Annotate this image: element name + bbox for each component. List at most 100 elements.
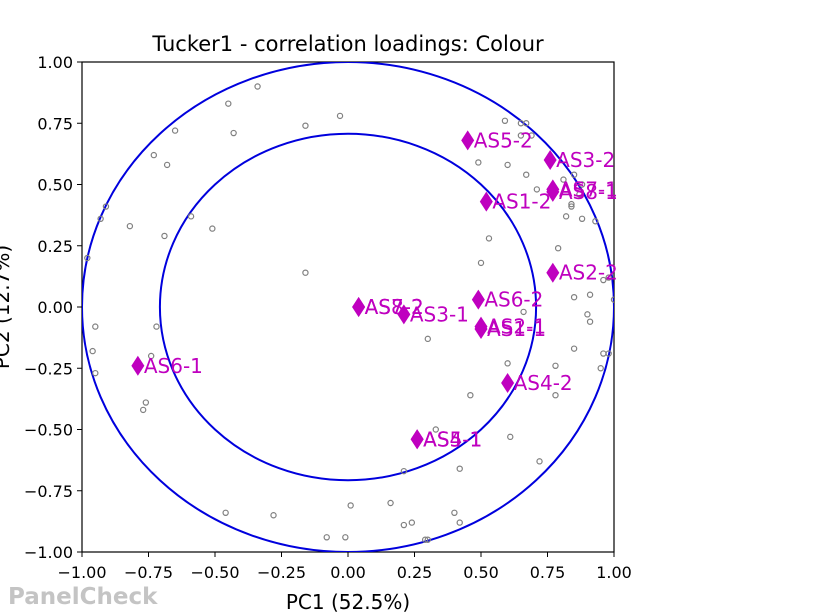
loading-point: [153, 323, 160, 330]
loading-point: [270, 512, 277, 519]
attribute-label: AS8-1: [559, 180, 618, 204]
loading-point: [347, 502, 354, 509]
attribute-marker: [131, 355, 145, 376]
loading-point: [408, 519, 416, 526]
attribute-label: AS6-1: [144, 354, 203, 378]
x-tick-label: −0.25: [257, 563, 306, 582]
plot-area: −1.00 −0.75 −0.50 −0.25 0.00 0.25 0.50 0.75 1.00…: [24, 53, 632, 582]
y-tick-label: 1.00: [37, 53, 73, 72]
loading-point: [605, 350, 612, 357]
loading-point: [504, 360, 511, 367]
loading-point: [517, 132, 525, 139]
y-tick-label: −0.25: [24, 359, 73, 378]
attribute-marker: [546, 181, 560, 202]
x-tick-label: 0.25: [397, 563, 433, 582]
loading-point: [467, 392, 474, 399]
y-tick-label: 0.75: [37, 114, 73, 133]
loading-point: [552, 392, 559, 399]
attribute-marker: [546, 262, 560, 283]
loading-point: [336, 112, 344, 120]
attribute-marker: [501, 372, 515, 393]
loading-point: [520, 308, 527, 316]
loading-point: [323, 534, 330, 541]
loading-point: [161, 232, 168, 240]
loading-point: [570, 345, 578, 352]
loading-point: [97, 215, 104, 222]
loading-point: [456, 519, 463, 526]
loading-point: [523, 171, 530, 178]
attribute-marker: [352, 297, 366, 317]
x-tick-label: −0.50: [190, 563, 239, 582]
attribute-label: AS4-2: [514, 371, 573, 395]
loading-point: [400, 467, 408, 475]
attribute-label: AS1-2: [492, 190, 551, 214]
attribute-label: AS8-2: [365, 295, 424, 319]
loading-point: [501, 117, 509, 125]
loading-point: [560, 176, 567, 183]
loading-point: [424, 536, 431, 543]
loading-point: [597, 365, 604, 372]
attribute-marker: [397, 304, 411, 325]
attribute-label: AS5-1: [423, 427, 482, 451]
attribute-label: AS7-2: [365, 295, 424, 319]
attribute-label: AS1-1: [487, 317, 546, 341]
loading-point: [424, 335, 431, 343]
loading-point: [504, 161, 511, 169]
loading-point: [578, 181, 586, 188]
loading-point: [400, 521, 408, 529]
loading-point: [222, 509, 229, 516]
loading-point: [568, 203, 575, 210]
loading-point: [126, 222, 134, 230]
loading-point: [139, 406, 147, 414]
attribute-label: AS6-2: [484, 288, 543, 312]
loading-point: [209, 225, 216, 232]
attribute-marker: [474, 319, 488, 340]
loading-point: [150, 151, 158, 159]
loading-point: [92, 369, 99, 377]
loading-point: [456, 465, 463, 472]
loading-point: [147, 352, 155, 360]
loading-point: [578, 215, 586, 222]
attribute-marker: [461, 130, 475, 151]
x-tick-label: 0.50: [463, 563, 499, 582]
attribute-marker: [410, 429, 424, 450]
inner-correlation-circle: [158, 132, 538, 482]
loading-point: [528, 132, 535, 139]
x-axis-label: PC1 (52.5%): [286, 590, 410, 614]
x-tick-label: 0.75: [530, 563, 566, 582]
loading-point: [584, 311, 591, 318]
loading-point: [600, 276, 607, 284]
loading-point: [600, 350, 607, 357]
loading-point: [605, 274, 612, 281]
attribute-marker: [471, 289, 485, 310]
y-axis-label: PC2 (12.7%): [0, 245, 14, 369]
loading-point: [533, 186, 541, 193]
loading-point: [523, 120, 530, 127]
y-tick-label: 0.00: [37, 298, 73, 317]
loading-point: [421, 536, 429, 543]
loading-point: [552, 362, 559, 369]
y-tick-label: −1.00: [24, 543, 73, 562]
attribute-marker: [479, 191, 493, 212]
loading-point: [387, 499, 394, 507]
attribute-label: AS4-1: [423, 427, 482, 451]
loading-point: [102, 203, 110, 210]
loading-point: [342, 534, 349, 541]
loading-point: [89, 347, 96, 355]
y-tick-label: −0.75: [24, 482, 73, 501]
attribute-label: AS2-1: [487, 315, 546, 339]
attribute-label: AS3-1: [410, 302, 469, 326]
loading-point: [536, 458, 543, 465]
loading-point: [302, 122, 309, 129]
loading-point: [562, 213, 570, 220]
y-tick-label: −0.50: [24, 421, 73, 440]
loading-point: [432, 426, 439, 433]
loading-point: [92, 323, 99, 330]
attribute-marker: [543, 150, 557, 170]
panelcheck-watermark: PanelCheck: [8, 584, 158, 610]
loading-point: [84, 254, 91, 262]
chart-title: Tucker1 - correlation loadings: Colour: [151, 32, 544, 56]
loading-point: [485, 235, 493, 242]
loading-point: [570, 294, 578, 301]
